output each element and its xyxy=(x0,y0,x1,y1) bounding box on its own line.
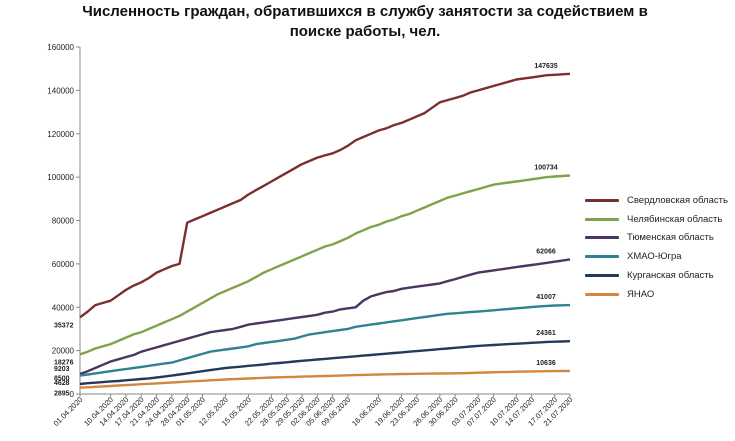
series-4-end-label: 41007 xyxy=(536,294,556,301)
y-tick-label: 0 xyxy=(70,390,75,399)
series-2-end-label: 100734 xyxy=(534,165,557,172)
legend-label: Курганская область xyxy=(627,270,714,282)
legend-swatch xyxy=(585,255,619,259)
legend-item: Курганская область xyxy=(585,266,728,285)
legend-label: ХМАО-Югра xyxy=(627,251,682,263)
y-tick-label: 100000 xyxy=(47,173,74,182)
series-4-start-label: 8500 xyxy=(54,376,70,383)
y-tick-label: 120000 xyxy=(47,130,74,139)
series-2-line xyxy=(79,174,571,356)
y-tick-label: 160000 xyxy=(47,43,74,52)
legend-swatch xyxy=(585,217,619,221)
legend-swatch xyxy=(585,292,619,296)
legend-label: Свердловская область xyxy=(627,194,728,206)
legend-label: Тюменская область xyxy=(627,232,714,244)
series-5-end-label: 24361 xyxy=(536,330,556,337)
series-6-line xyxy=(79,369,571,389)
series-6-end-label: 10636 xyxy=(536,360,556,367)
series-6-start-label: 2895 xyxy=(54,391,70,398)
x-tick-label: 01.04.2020 xyxy=(52,395,85,428)
series-3-end-label: 62066 xyxy=(536,248,556,255)
y-tick-label: 140000 xyxy=(47,86,74,95)
series-3-line xyxy=(79,258,571,376)
legend-swatch xyxy=(585,236,619,240)
legend-item: Свердловская область xyxy=(585,191,728,210)
chart-legend: Свердловская область Челябинская область Т… xyxy=(585,191,728,304)
series-2-start-label: 18276 xyxy=(54,359,74,366)
series-5-line xyxy=(79,340,571,386)
y-tick-label: 20000 xyxy=(52,347,75,356)
legend-label: ЯНАО xyxy=(627,288,655,300)
legend-item: ХМАО-Югра xyxy=(585,247,728,266)
y-tick-label: 60000 xyxy=(52,260,75,269)
series-4-line xyxy=(79,303,571,377)
series-lines xyxy=(79,72,571,389)
y-tick-label: 40000 xyxy=(52,303,75,312)
chart-title: Численность граждан, обратившихся в служ… xyxy=(82,3,648,40)
series-1-end-label: 147635 xyxy=(534,63,557,70)
legend-item: ЯНАО xyxy=(585,285,728,304)
series-3-start-label: 9203 xyxy=(54,366,70,373)
legend-item: Челябинская область xyxy=(585,210,728,229)
legend-label: Челябинская область xyxy=(627,213,723,225)
legend-item: Тюменская область xyxy=(585,229,728,248)
data-labels: 147635 35372 100734 18276 62066 9203 41007 8500… xyxy=(54,63,558,398)
legend-swatch xyxy=(585,198,619,202)
series-5-start-label: 4628 xyxy=(54,380,70,387)
legend-swatch xyxy=(585,274,619,278)
series-1-start-label: 35372 xyxy=(54,322,74,329)
series-1-line xyxy=(79,72,571,319)
y-tick-label: 80000 xyxy=(52,217,75,226)
